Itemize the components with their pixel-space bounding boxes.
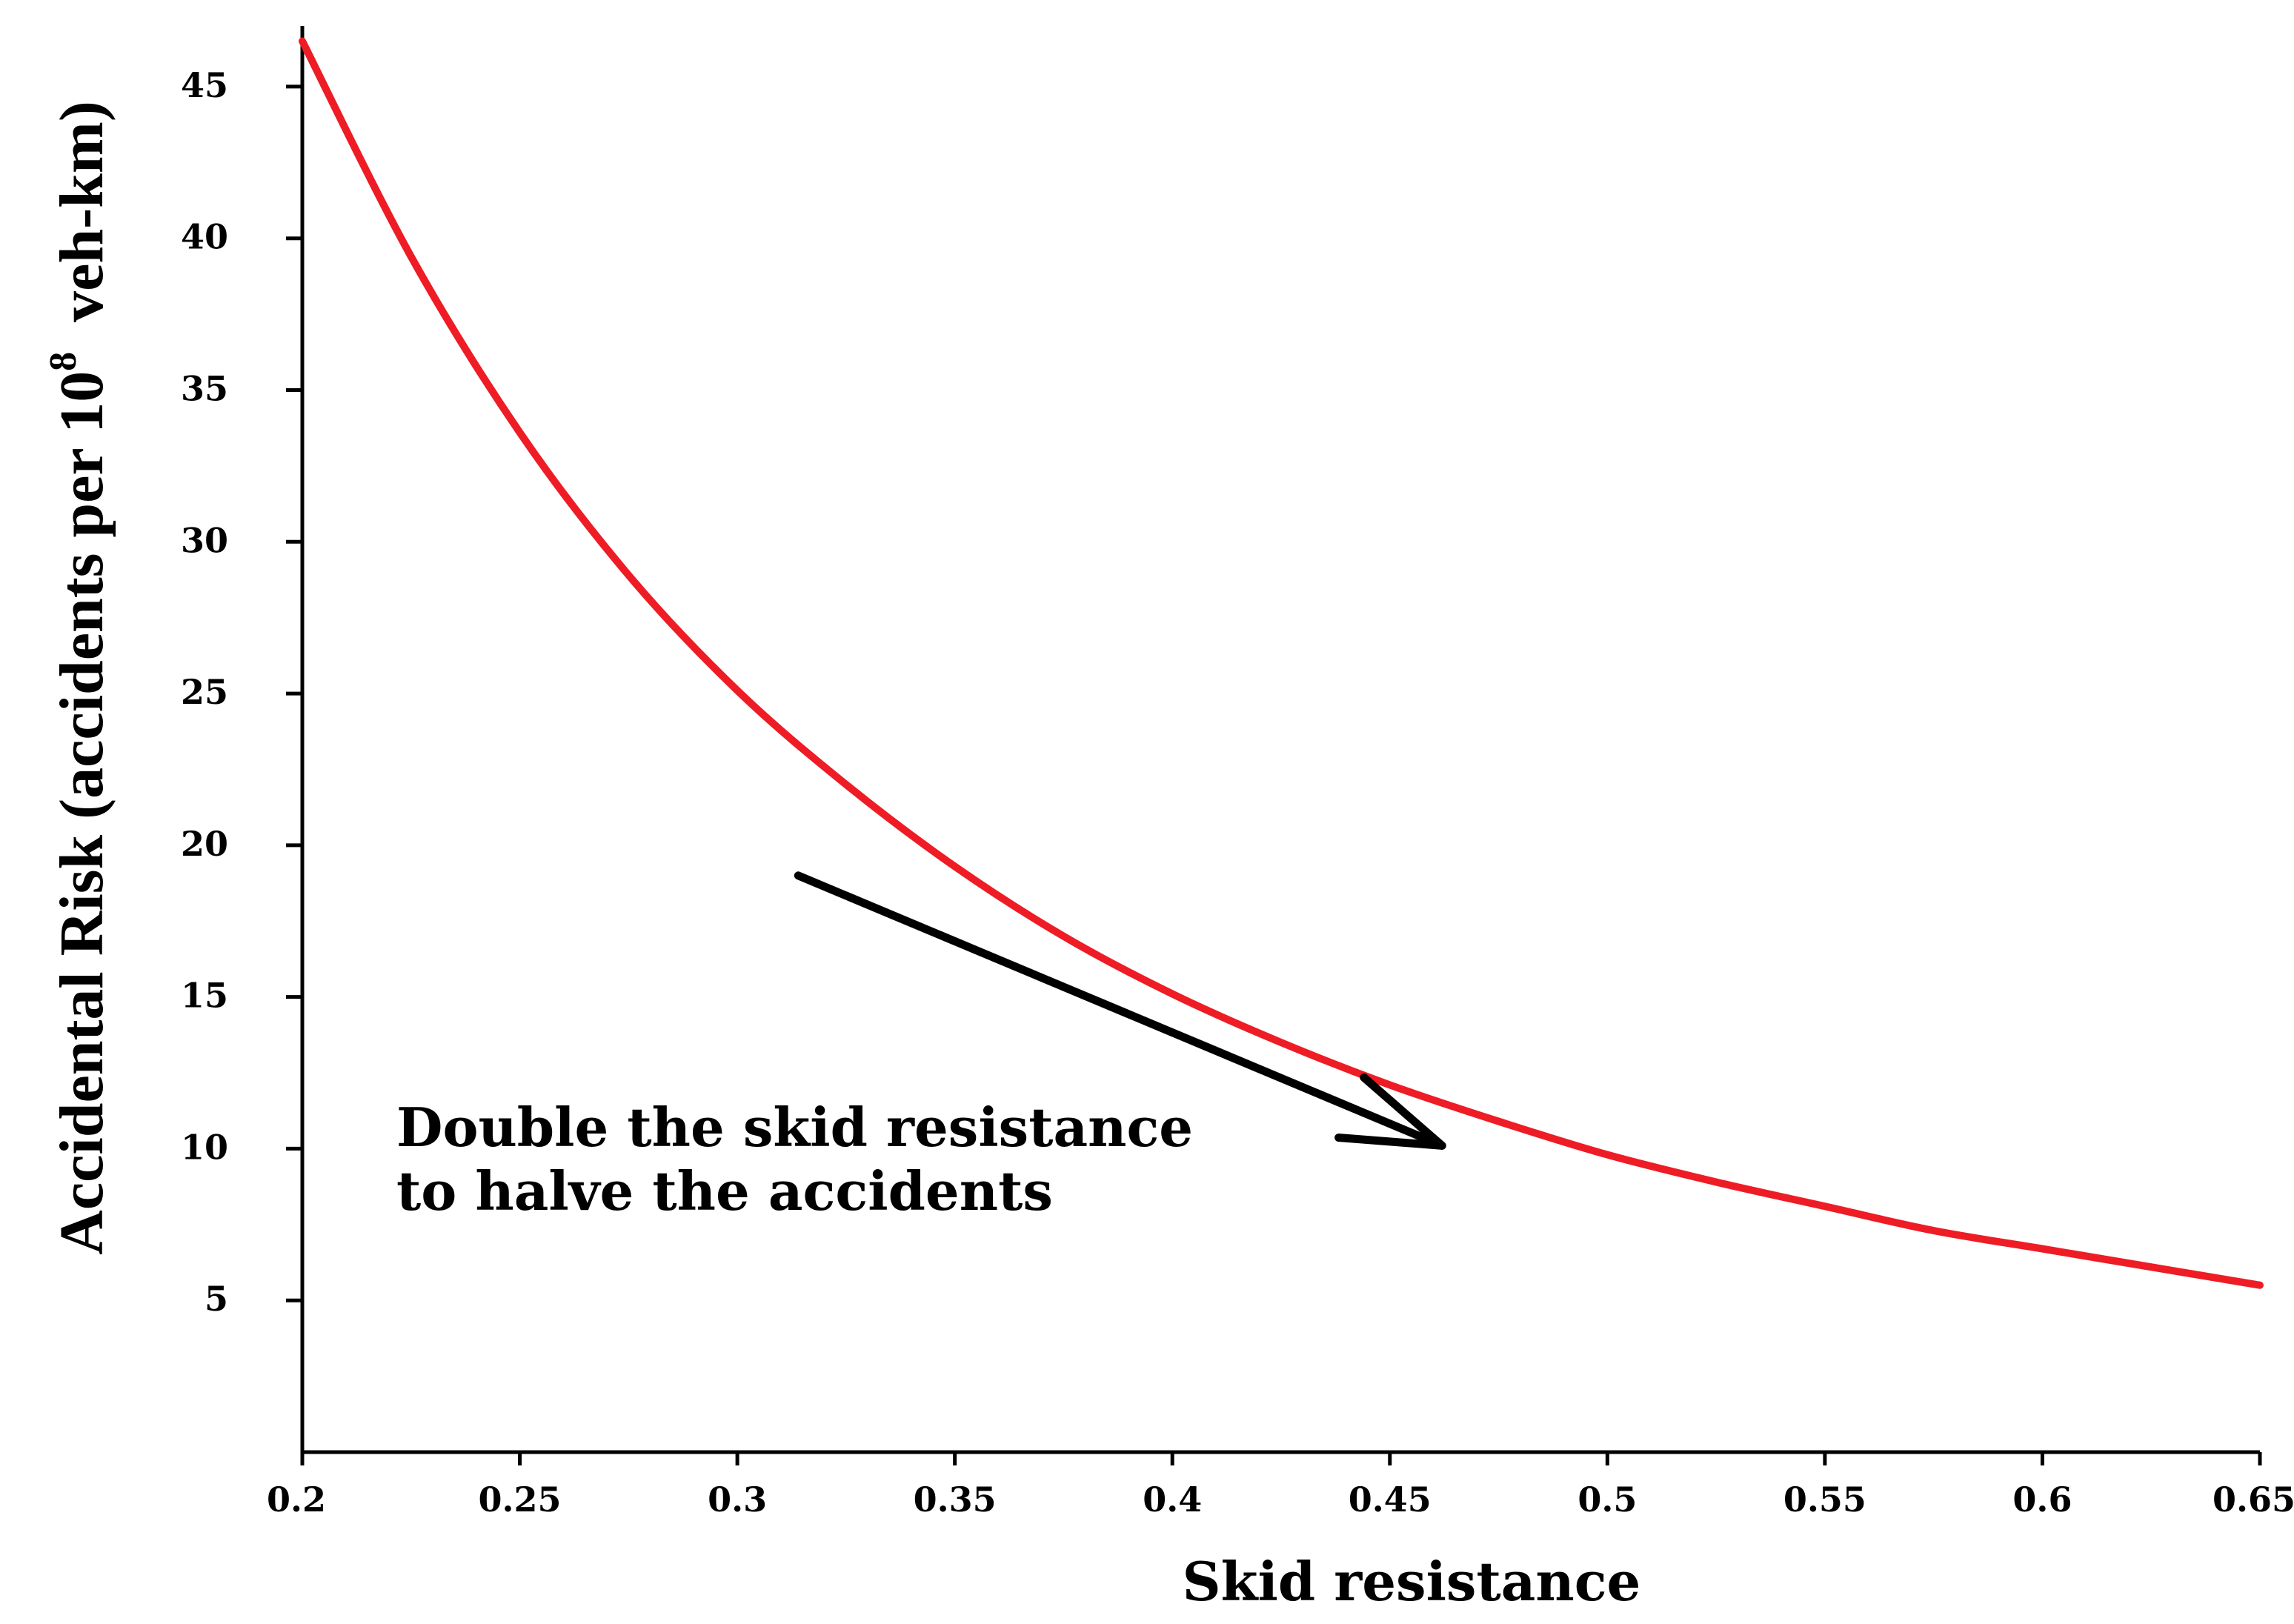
y-tick-label: 5 xyxy=(205,1279,228,1319)
x-tick-label: 0.25 xyxy=(479,1480,562,1520)
x-tick-label: 0.6 xyxy=(2012,1480,2072,1520)
accident-risk-curve xyxy=(299,37,2264,1289)
x-tick-label: 0.4 xyxy=(1143,1480,1202,1520)
axes xyxy=(300,26,2260,1454)
x-tick-label: 0.65 xyxy=(2212,1480,2294,1520)
y-tick-label: 20 xyxy=(181,824,228,864)
y-tick-label: 45 xyxy=(181,65,228,105)
y-axis-title: Accidental Risk (accidents per 108 veh-km… xyxy=(42,101,116,1255)
annotation-line-2: to halve the accidents xyxy=(396,1159,1053,1222)
x-axis-ticks: 0.2 0.25 0.3 0.35 0.4 0.45 0.5 0.55 0.6 0.65 xyxy=(267,1452,2294,1520)
arrow-shaft xyxy=(794,871,1446,1150)
arrow-head xyxy=(1334,1073,1446,1150)
x-tick-label: 0.55 xyxy=(1783,1480,1866,1520)
y-tick-label: 30 xyxy=(181,520,228,560)
annotation-arrow xyxy=(794,871,1446,1150)
x-tick-label: 0.3 xyxy=(708,1480,767,1520)
x-axis-title: Skid resistance xyxy=(1183,1550,1641,1613)
y-tick-label: 25 xyxy=(181,672,228,712)
x-tick-label: 0.35 xyxy=(914,1480,997,1520)
y-tick-label: 35 xyxy=(181,368,228,408)
y-tick-label: 40 xyxy=(181,217,228,257)
y-tick-label: 15 xyxy=(181,976,228,1016)
annotation-line-1: Double the skid resistance xyxy=(396,1096,1193,1159)
y-axis-title-suffix: veh-km) xyxy=(47,101,116,322)
x-tick-label: 0.5 xyxy=(1577,1480,1637,1520)
y-tick-label: 10 xyxy=(181,1127,228,1167)
x-tick-label: 0.2 xyxy=(267,1480,326,1520)
y-axis-ticks: 5 10 15 20 25 30 35 40 45 xyxy=(181,65,302,1319)
y-axis-title-exponent: 8 xyxy=(42,352,84,371)
x-tick-label: 0.45 xyxy=(1349,1480,1432,1520)
y-axis-title-prefix: Accidental Risk (accidents per 10 xyxy=(47,371,116,1255)
